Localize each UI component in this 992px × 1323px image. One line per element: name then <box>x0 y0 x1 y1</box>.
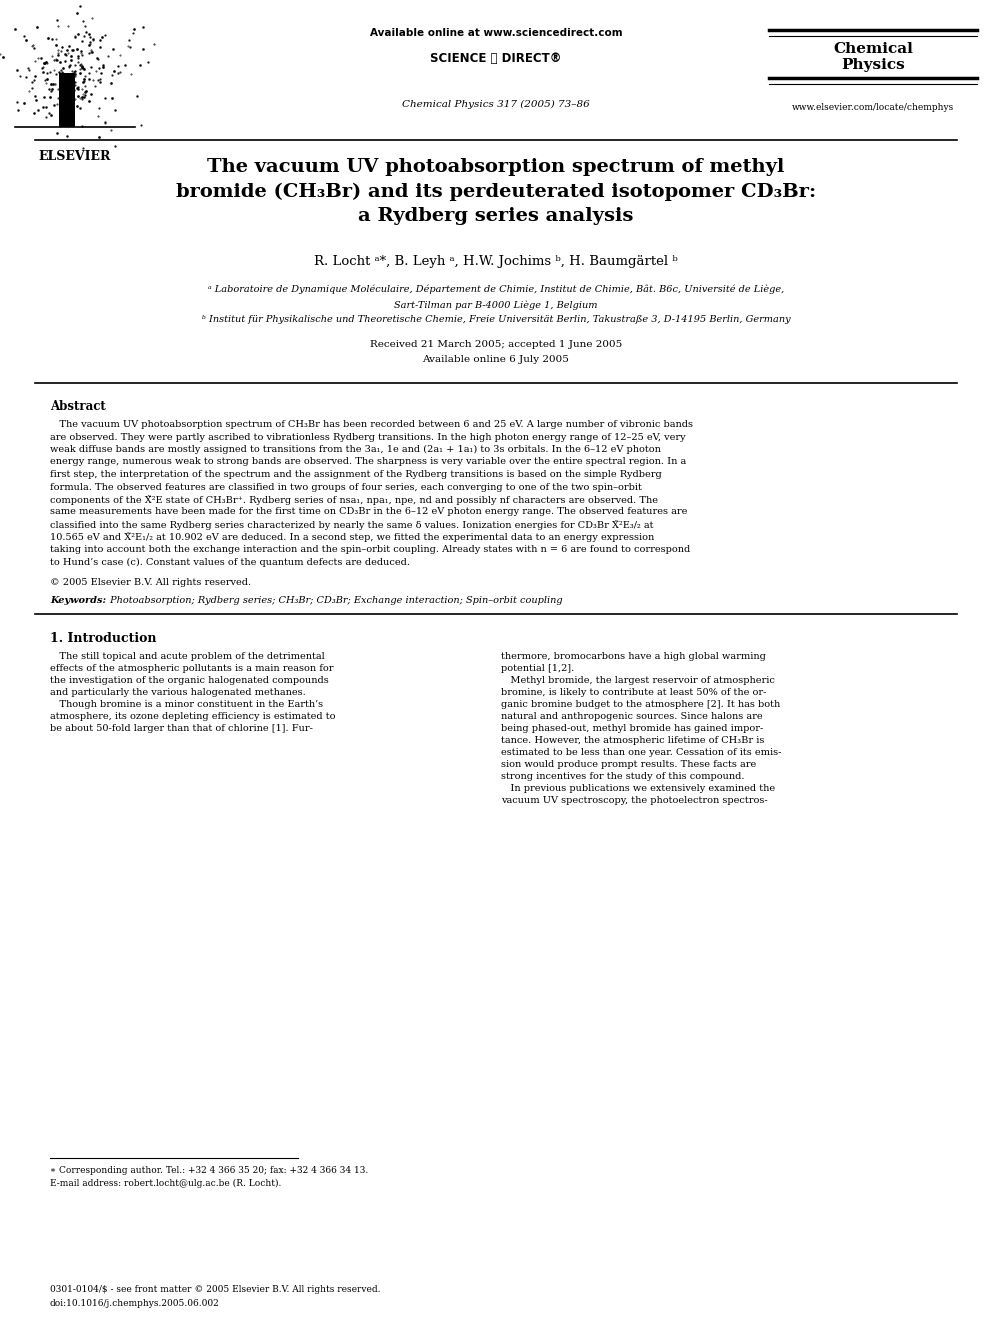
Text: be about 50-fold larger than that of chlorine [1]. Fur-: be about 50-fold larger than that of chl… <box>50 724 312 733</box>
Text: Chemical Physics 317 (2005) 73–86: Chemical Physics 317 (2005) 73–86 <box>402 101 590 108</box>
Text: to Hund’s case (c). Constant values of the quantum defects are deduced.: to Hund’s case (c). Constant values of t… <box>50 557 410 566</box>
Text: sion would produce prompt results. These facts are: sion would produce prompt results. These… <box>501 759 756 769</box>
Text: The vacuum UV photoabsorption spectrum of methyl
bromide (CH₃Br) and its perdeut: The vacuum UV photoabsorption spectrum o… <box>176 157 816 225</box>
Text: vacuum UV spectroscopy, the photoelectron spectros-: vacuum UV spectroscopy, the photoelectro… <box>501 796 768 804</box>
Text: Photoabsorption; Rydberg series; CH₃Br; CD₃Br; Exchange interaction; Spin–orbit : Photoabsorption; Rydberg series; CH₃Br; … <box>107 595 562 605</box>
Text: tance. However, the atmospheric lifetime of CH₃Br is: tance. However, the atmospheric lifetime… <box>501 736 764 745</box>
Text: components of the X̃²E state of CH₃Br⁺. Rydberg series of nsa₁, npa₁, npe, nd an: components of the X̃²E state of CH₃Br⁺. … <box>50 495 658 505</box>
Text: Available online 6 July 2005: Available online 6 July 2005 <box>423 355 569 364</box>
Text: and particularly the various halogenated methanes.: and particularly the various halogenated… <box>50 688 306 697</box>
Text: R. Locht ᵃ*, B. Leyh ᵃ, H.W. Jochims ᵇ, H. Baumgärtel ᵇ: R. Locht ᵃ*, B. Leyh ᵃ, H.W. Jochims ᵇ, … <box>314 255 678 269</box>
Text: Available online at www.sciencedirect.com: Available online at www.sciencedirect.co… <box>370 28 622 38</box>
Text: formula. The observed features are classified in two groups of four series, each: formula. The observed features are class… <box>50 483 642 492</box>
Text: natural and anthropogenic sources. Since halons are: natural and anthropogenic sources. Since… <box>501 712 763 721</box>
Text: Abstract: Abstract <box>50 400 106 413</box>
Text: classified into the same Rydberg series characterized by nearly the same δ value: classified into the same Rydberg series … <box>50 520 654 529</box>
Text: SCIENCE ⓓ DIRECT®: SCIENCE ⓓ DIRECT® <box>431 52 561 65</box>
Text: same measurements have been made for the first time on CD₃Br in the 6–12 eV phot: same measurements have been made for the… <box>50 508 687 516</box>
Text: ganic bromine budget to the atmosphere [2]. It has both: ganic bromine budget to the atmosphere [… <box>501 700 781 709</box>
Text: doi:10.1016/j.chemphys.2005.06.002: doi:10.1016/j.chemphys.2005.06.002 <box>50 1299 220 1308</box>
Text: potential [1,2].: potential [1,2]. <box>501 664 574 673</box>
Text: ∗ Corresponding author. Tel.: +32 4 366 35 20; fax: +32 4 366 34 13.: ∗ Corresponding author. Tel.: +32 4 366 … <box>50 1166 368 1175</box>
Text: Methyl bromide, the largest reservoir of atmospheric: Methyl bromide, the largest reservoir of… <box>501 676 775 685</box>
Text: effects of the atmospheric pollutants is a main reason for: effects of the atmospheric pollutants is… <box>50 664 333 673</box>
Text: In previous publications we extensively examined the: In previous publications we extensively … <box>501 785 775 792</box>
Text: Physics: Physics <box>841 58 905 71</box>
Text: first step, the interpretation of the spectrum and the assignment of the Rydberg: first step, the interpretation of the sp… <box>50 470 662 479</box>
Text: thermore, bromocarbons have a high global warming: thermore, bromocarbons have a high globa… <box>501 652 766 662</box>
Text: E-mail address: robert.locht@ulg.ac.be (R. Locht).: E-mail address: robert.locht@ulg.ac.be (… <box>50 1179 282 1188</box>
Text: The still topical and acute problem of the detrimental: The still topical and acute problem of t… <box>50 652 324 662</box>
Text: Chemical: Chemical <box>833 42 913 56</box>
Text: The vacuum UV photoabsorption spectrum of CH₃Br has been recorded between 6 and : The vacuum UV photoabsorption spectrum o… <box>50 419 693 429</box>
FancyBboxPatch shape <box>60 73 75 127</box>
Text: ᵇ Institut für Physikalische und Theoretische Chemie, Freie Universität Berlin, : ᵇ Institut für Physikalische und Theoret… <box>201 315 791 324</box>
Text: ELSEVIER: ELSEVIER <box>39 149 111 163</box>
Text: Received 21 March 2005; accepted 1 June 2005: Received 21 March 2005; accepted 1 June … <box>370 340 622 349</box>
Text: 0301-0104/$ - see front matter © 2005 Elsevier B.V. All rights reserved.: 0301-0104/$ - see front matter © 2005 El… <box>50 1285 381 1294</box>
Text: energy range, numerous weak to strong bands are observed. The sharpness is very : energy range, numerous weak to strong ba… <box>50 458 686 467</box>
Text: bromine, is likely to contribute at least 50% of the or-: bromine, is likely to contribute at leas… <box>501 688 767 697</box>
FancyBboxPatch shape <box>10 25 140 146</box>
Text: 1. Introduction: 1. Introduction <box>50 632 157 646</box>
Text: Keywords:: Keywords: <box>50 595 106 605</box>
Text: are observed. They were partly ascribed to vibrationless Rydberg transitions. In: are observed. They were partly ascribed … <box>50 433 685 442</box>
Text: 10.565 eV and X̃²E₁/₂ at 10.902 eV are deduced. In a second step, we fitted the : 10.565 eV and X̃²E₁/₂ at 10.902 eV are d… <box>50 532 655 542</box>
Text: weak diffuse bands are mostly assigned to transitions from the 3a₁, 1e and (2a₁ : weak diffuse bands are mostly assigned t… <box>50 445 661 454</box>
Text: ᵃ Laboratoire de Dynamique Moléculaire, Département de Chimie, Institut de Chimi: ᵃ Laboratoire de Dynamique Moléculaire, … <box>208 284 784 295</box>
Text: taking into account both the exchange interaction and the spin–orbit coupling. A: taking into account both the exchange in… <box>50 545 690 554</box>
Text: Sart-Tilman par B-4000 Liège 1, Belgium: Sart-Tilman par B-4000 Liège 1, Belgium <box>394 300 598 310</box>
Text: www.elsevier.com/locate/chemphys: www.elsevier.com/locate/chemphys <box>792 103 954 112</box>
Text: Though bromine is a minor constituent in the Earth’s: Though bromine is a minor constituent in… <box>50 700 323 709</box>
Text: atmosphere, its ozone depleting efficiency is estimated to: atmosphere, its ozone depleting efficien… <box>50 712 335 721</box>
Text: being phased-out, methyl bromide has gained impor-: being phased-out, methyl bromide has gai… <box>501 724 763 733</box>
Text: strong incentives for the study of this compound.: strong incentives for the study of this … <box>501 773 744 781</box>
Text: estimated to be less than one year. Cessation of its emis-: estimated to be less than one year. Cess… <box>501 747 782 757</box>
Text: the investigation of the organic halogenated compounds: the investigation of the organic halogen… <box>50 676 328 685</box>
Text: © 2005 Elsevier B.V. All rights reserved.: © 2005 Elsevier B.V. All rights reserved… <box>50 578 251 587</box>
